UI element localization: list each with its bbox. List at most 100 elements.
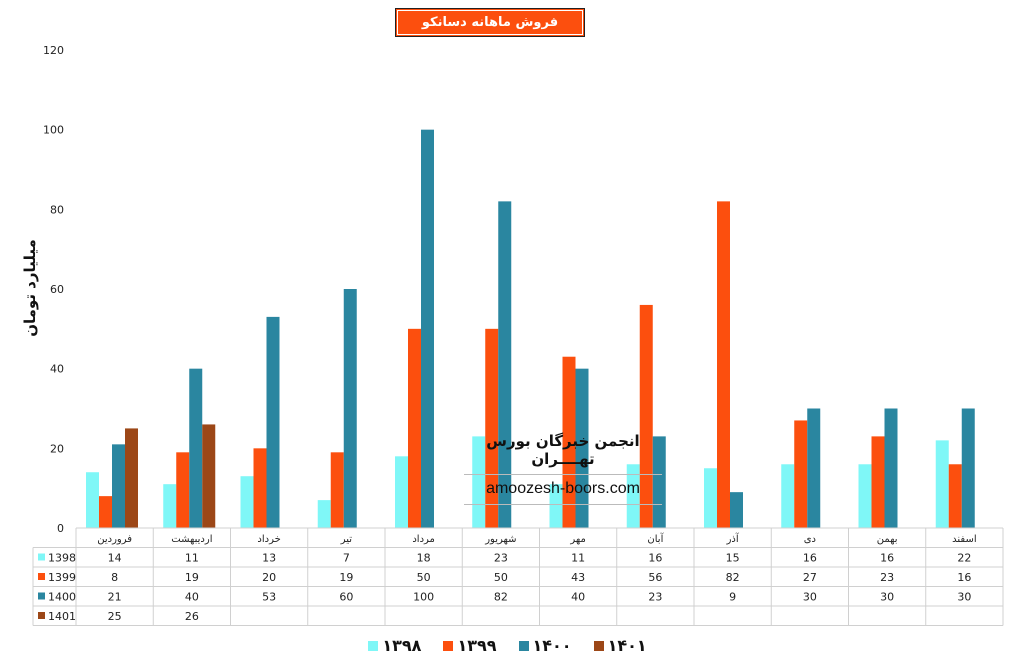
table-cell-value: 16 [880,552,894,565]
data-table: فروردین اردیبهشت خرداد تیر مرداد شهریور مهر آبا… [32,527,1004,626]
table-cell-value: 18 [417,552,431,565]
bar-1398-4 [395,456,408,528]
bar-1398-6 [549,484,563,528]
table-cell-value: 53 [262,591,276,604]
bar-1398-8 [704,468,717,528]
table-cell-value: 40 [185,591,199,604]
table-key-1401 [38,612,45,619]
category-label: اسفند [952,534,976,545]
bar-1400-10 [884,408,898,528]
y-tick-label: 100 [43,124,64,137]
bar-1398-2 [240,476,254,528]
bar-1401-1 [202,424,216,528]
legend-label: ۱۴۰۰ [532,636,572,655]
table-cell-value: 56 [648,571,662,584]
chart-legend: ۱۳۹۸ ۱۳۹۹ ۱۴۰۰ ۱۴۰۱ [0,636,1015,655]
table-cell-value: 11 [571,552,585,565]
bar-1398-3 [317,500,331,528]
bar-1398-5 [472,436,486,528]
table-cell-value: 30 [957,591,971,604]
table-cell-value: 40 [571,591,585,604]
bar-1400-9 [807,408,821,528]
table-cell-value: 13 [262,552,276,565]
category-label: فروردین [97,534,132,545]
table-series-name: 1399 [48,571,76,584]
table-cell-value: 30 [880,591,894,604]
bar-marks [86,129,975,528]
bar-1400-8 [730,492,743,528]
table-cell-value: 50 [417,571,431,584]
table-cell-value: 19 [339,571,353,584]
table-cell-value: 82 [494,591,508,604]
bar-1400-7 [652,436,666,528]
table-cell-value: 26 [185,610,199,623]
legend-label: ۱۳۹۸ [382,636,422,655]
bar-1399-0 [99,496,112,528]
category-label: آذر [726,532,740,545]
bar-1400-2 [266,316,280,528]
legend-item-1399: ۱۳۹۹ [443,636,497,655]
bar-1398-7 [626,464,640,528]
bar-1399-8 [717,201,730,528]
table-cell-value: 20 [262,571,276,584]
bar-1400-6 [575,368,589,528]
table-key-1399 [38,573,45,580]
y-tick-label: 0 [57,522,64,535]
table-cell-value: 23 [494,552,508,565]
bar-1399-10 [871,436,885,528]
table-key-1398 [38,553,45,561]
table-cell-value: 50 [494,571,508,584]
y-axis-ticks: 0 20 40 60 80 100 120 [43,44,64,535]
y-tick-label: 20 [50,442,64,455]
bar-1399-7 [639,304,653,528]
bar-1399-9 [794,420,808,528]
bar-1398-9 [781,464,795,528]
table-cell-value: 11 [185,552,199,565]
table-cell-value: 14 [108,552,122,565]
category-label: اردیبهشت [171,534,212,545]
chart-title: فروش ماهانه دسانکو [395,8,585,37]
legend-swatch [518,640,529,651]
table-cell-value: 16 [803,552,817,565]
bar-1400-5 [498,201,512,528]
legend-swatch [443,640,454,651]
category-label: مرداد [412,534,435,545]
table-cell-value: 23 [880,571,894,584]
table-cell-value: 23 [648,591,662,604]
legend-swatch [368,640,379,651]
bar-1399-11 [948,464,962,528]
table-cell-value: 30 [803,591,817,604]
bar-1401-0 [125,428,138,528]
table-series-name: 1398 [48,552,76,565]
table-series-name: 1401 [48,610,76,623]
bar-1399-3 [330,452,344,528]
table-cell-value: 100 [413,591,434,604]
table-cell-value: 9 [729,591,736,604]
legend-swatch [593,640,604,651]
y-tick-label: 80 [50,203,64,216]
bar-1400-1 [189,368,203,528]
legend-label: ۱۴۰۱ [607,636,647,655]
legend-item-1398: ۱۳۹۸ [368,636,421,655]
table-series-name: 1400 [48,591,76,604]
category-label: خرداد [257,534,280,545]
category-label: دی [804,534,816,545]
bar-1399-4 [408,328,421,528]
bar-1398-10 [858,464,872,528]
table-cell-value: 25 [108,610,122,623]
category-label: بهمن [877,534,898,545]
legend-item-1400: ۱۴۰۰ [518,636,572,655]
legend-item-1401: ۱۴۰۱ [593,636,647,655]
table-cell-value: 27 [803,571,817,584]
y-tick-label: 120 [43,44,64,57]
y-tick-label: 60 [50,283,64,296]
bar-1400-0 [112,444,125,528]
bar-1400-3 [343,289,357,528]
table-cell-value: 21 [108,591,122,604]
table-cell-value: 16 [957,571,971,584]
table-cell-value: 15 [726,552,740,565]
legend-label: ۱۳۹۹ [457,636,497,655]
category-label: تیر [340,534,353,545]
bar-1399-5 [485,328,499,528]
table-cell-value: 43 [571,571,585,584]
